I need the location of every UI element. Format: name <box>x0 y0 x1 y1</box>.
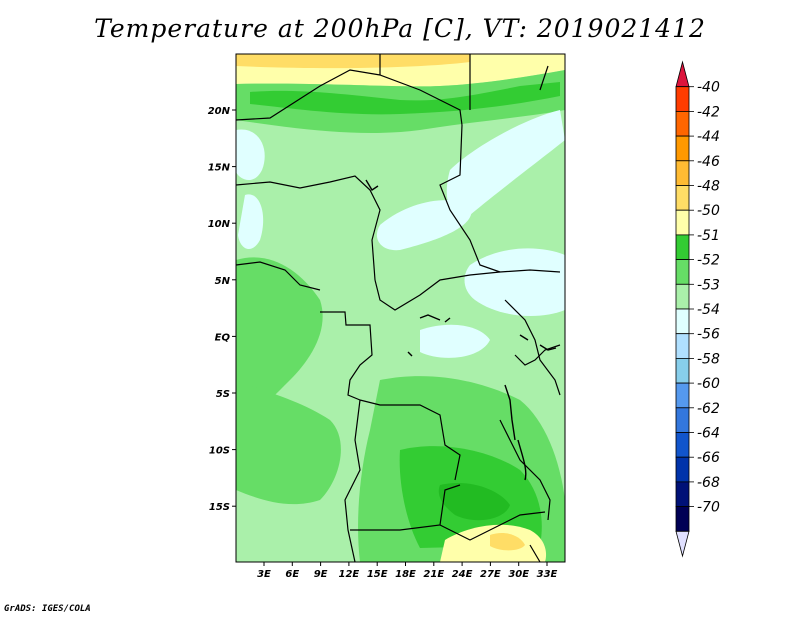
region-minus53-southwest <box>236 380 341 505</box>
lat-tick-label: 5N <box>215 276 231 287</box>
colorbar-label: -50 <box>697 203 720 219</box>
latitude-ticks: 20N 15N 10N 5N EQ 5S 10S 15S <box>208 106 236 513</box>
colorbar-label: -51 <box>697 228 720 244</box>
colorbar-swatch <box>675 456 690 483</box>
colorbar-label: -54 <box>697 302 720 318</box>
colorbar-label: -48 <box>697 179 720 195</box>
lon-tick-label: 30E <box>508 569 529 580</box>
lon-tick-label: 27E <box>480 569 501 580</box>
colorbar-label: -52 <box>697 253 720 269</box>
lat-tick-label: 10S <box>209 446 230 457</box>
colorbar-swatch <box>675 259 690 285</box>
region-minus54-center <box>420 324 490 358</box>
colorbar-label: -58 <box>697 351 720 367</box>
region-minus52-north <box>250 82 560 115</box>
lat-tick-label: 20N <box>208 106 231 117</box>
colorbar-swatch <box>675 111 690 137</box>
colorbar-swatch <box>675 382 690 409</box>
colorbar-swatch <box>675 209 690 236</box>
region-minus54-north-east <box>446 110 565 218</box>
colorbar-swatch <box>675 135 690 162</box>
lat-tick-label: 5S <box>216 389 230 400</box>
colorbar-swatch <box>675 481 690 507</box>
colorbar-swatch <box>675 506 690 532</box>
lat-tick-label: 10N <box>208 219 231 230</box>
region-minus53-west <box>236 257 323 430</box>
colorbar-bottom-arrow <box>675 530 690 558</box>
region-minus52-core <box>438 482 510 521</box>
colorbar-swatch <box>675 407 690 433</box>
colorbar-label: -60 <box>697 376 720 392</box>
colorbar-label: -40 <box>697 80 720 96</box>
colorbar-swatch <box>675 432 690 458</box>
lon-tick-label: 33E <box>537 569 558 580</box>
colorbar-label: -44 <box>697 129 720 145</box>
lakes-and-coasts <box>365 179 557 481</box>
colorbar-top-arrow <box>675 60 690 88</box>
lat-tick-label: 15S <box>209 502 230 513</box>
region-minus50-top <box>236 54 470 69</box>
chart-title: Temperature at 200hPa [C], VT: 201902141… <box>94 14 706 43</box>
colorbar-label: -56 <box>697 327 720 343</box>
colorbar-swatch <box>675 185 690 211</box>
longitude-ticks: 3E 6E 9E 12E 15E 18E 21E 24E 27E 30E 33E <box>257 562 558 580</box>
country-borders <box>235 54 561 563</box>
colorbar-swatch <box>675 86 690 112</box>
lon-tick-label: 3E <box>257 569 271 580</box>
colorbar-swatch <box>675 234 690 260</box>
colorbar-swatch <box>675 160 690 186</box>
colorbar-label: -62 <box>697 401 720 417</box>
colorbar-label: -66 <box>697 450 720 466</box>
region-minus50-south <box>490 533 525 551</box>
lat-tick-label: 15N <box>208 163 231 174</box>
colorbar-label: -68 <box>697 475 720 491</box>
region-minus54-central-north <box>376 200 472 251</box>
region-minus54-nw <box>236 129 265 181</box>
lon-tick-label: 9E <box>314 569 328 580</box>
lon-tick-label: 12E <box>339 569 360 580</box>
lon-tick-label: 15E <box>367 569 388 580</box>
lon-tick-label: 24E <box>452 569 473 580</box>
lon-tick-label: 21E <box>423 569 444 580</box>
lon-tick-label: 18E <box>395 569 416 580</box>
colorbar-label: -70 <box>697 500 720 516</box>
colorbar-swatch <box>675 333 690 359</box>
lon-tick-label: 6E <box>285 569 299 580</box>
colorbar-label: -64 <box>697 426 720 442</box>
colorbar-label: -42 <box>697 104 720 120</box>
map-panel <box>235 53 566 563</box>
colorbar-label: -46 <box>697 154 720 170</box>
region-minus54-east <box>464 248 565 316</box>
map-frame <box>235 53 566 563</box>
colorbar-swatch <box>675 308 690 335</box>
colorbar-label: -53 <box>697 277 720 293</box>
region-minus54-west <box>238 194 264 250</box>
grads-credit: GrADS: IGES/COLA <box>4 604 91 614</box>
lat-tick-label: EQ <box>215 332 231 343</box>
colorbar: -40 -42 -44 -46 -48 -50 -51 -52 -53 -54 -56 -58 -60 -… <box>675 60 720 558</box>
colorbar-swatch <box>675 283 690 310</box>
colorbar-swatch <box>675 357 690 384</box>
